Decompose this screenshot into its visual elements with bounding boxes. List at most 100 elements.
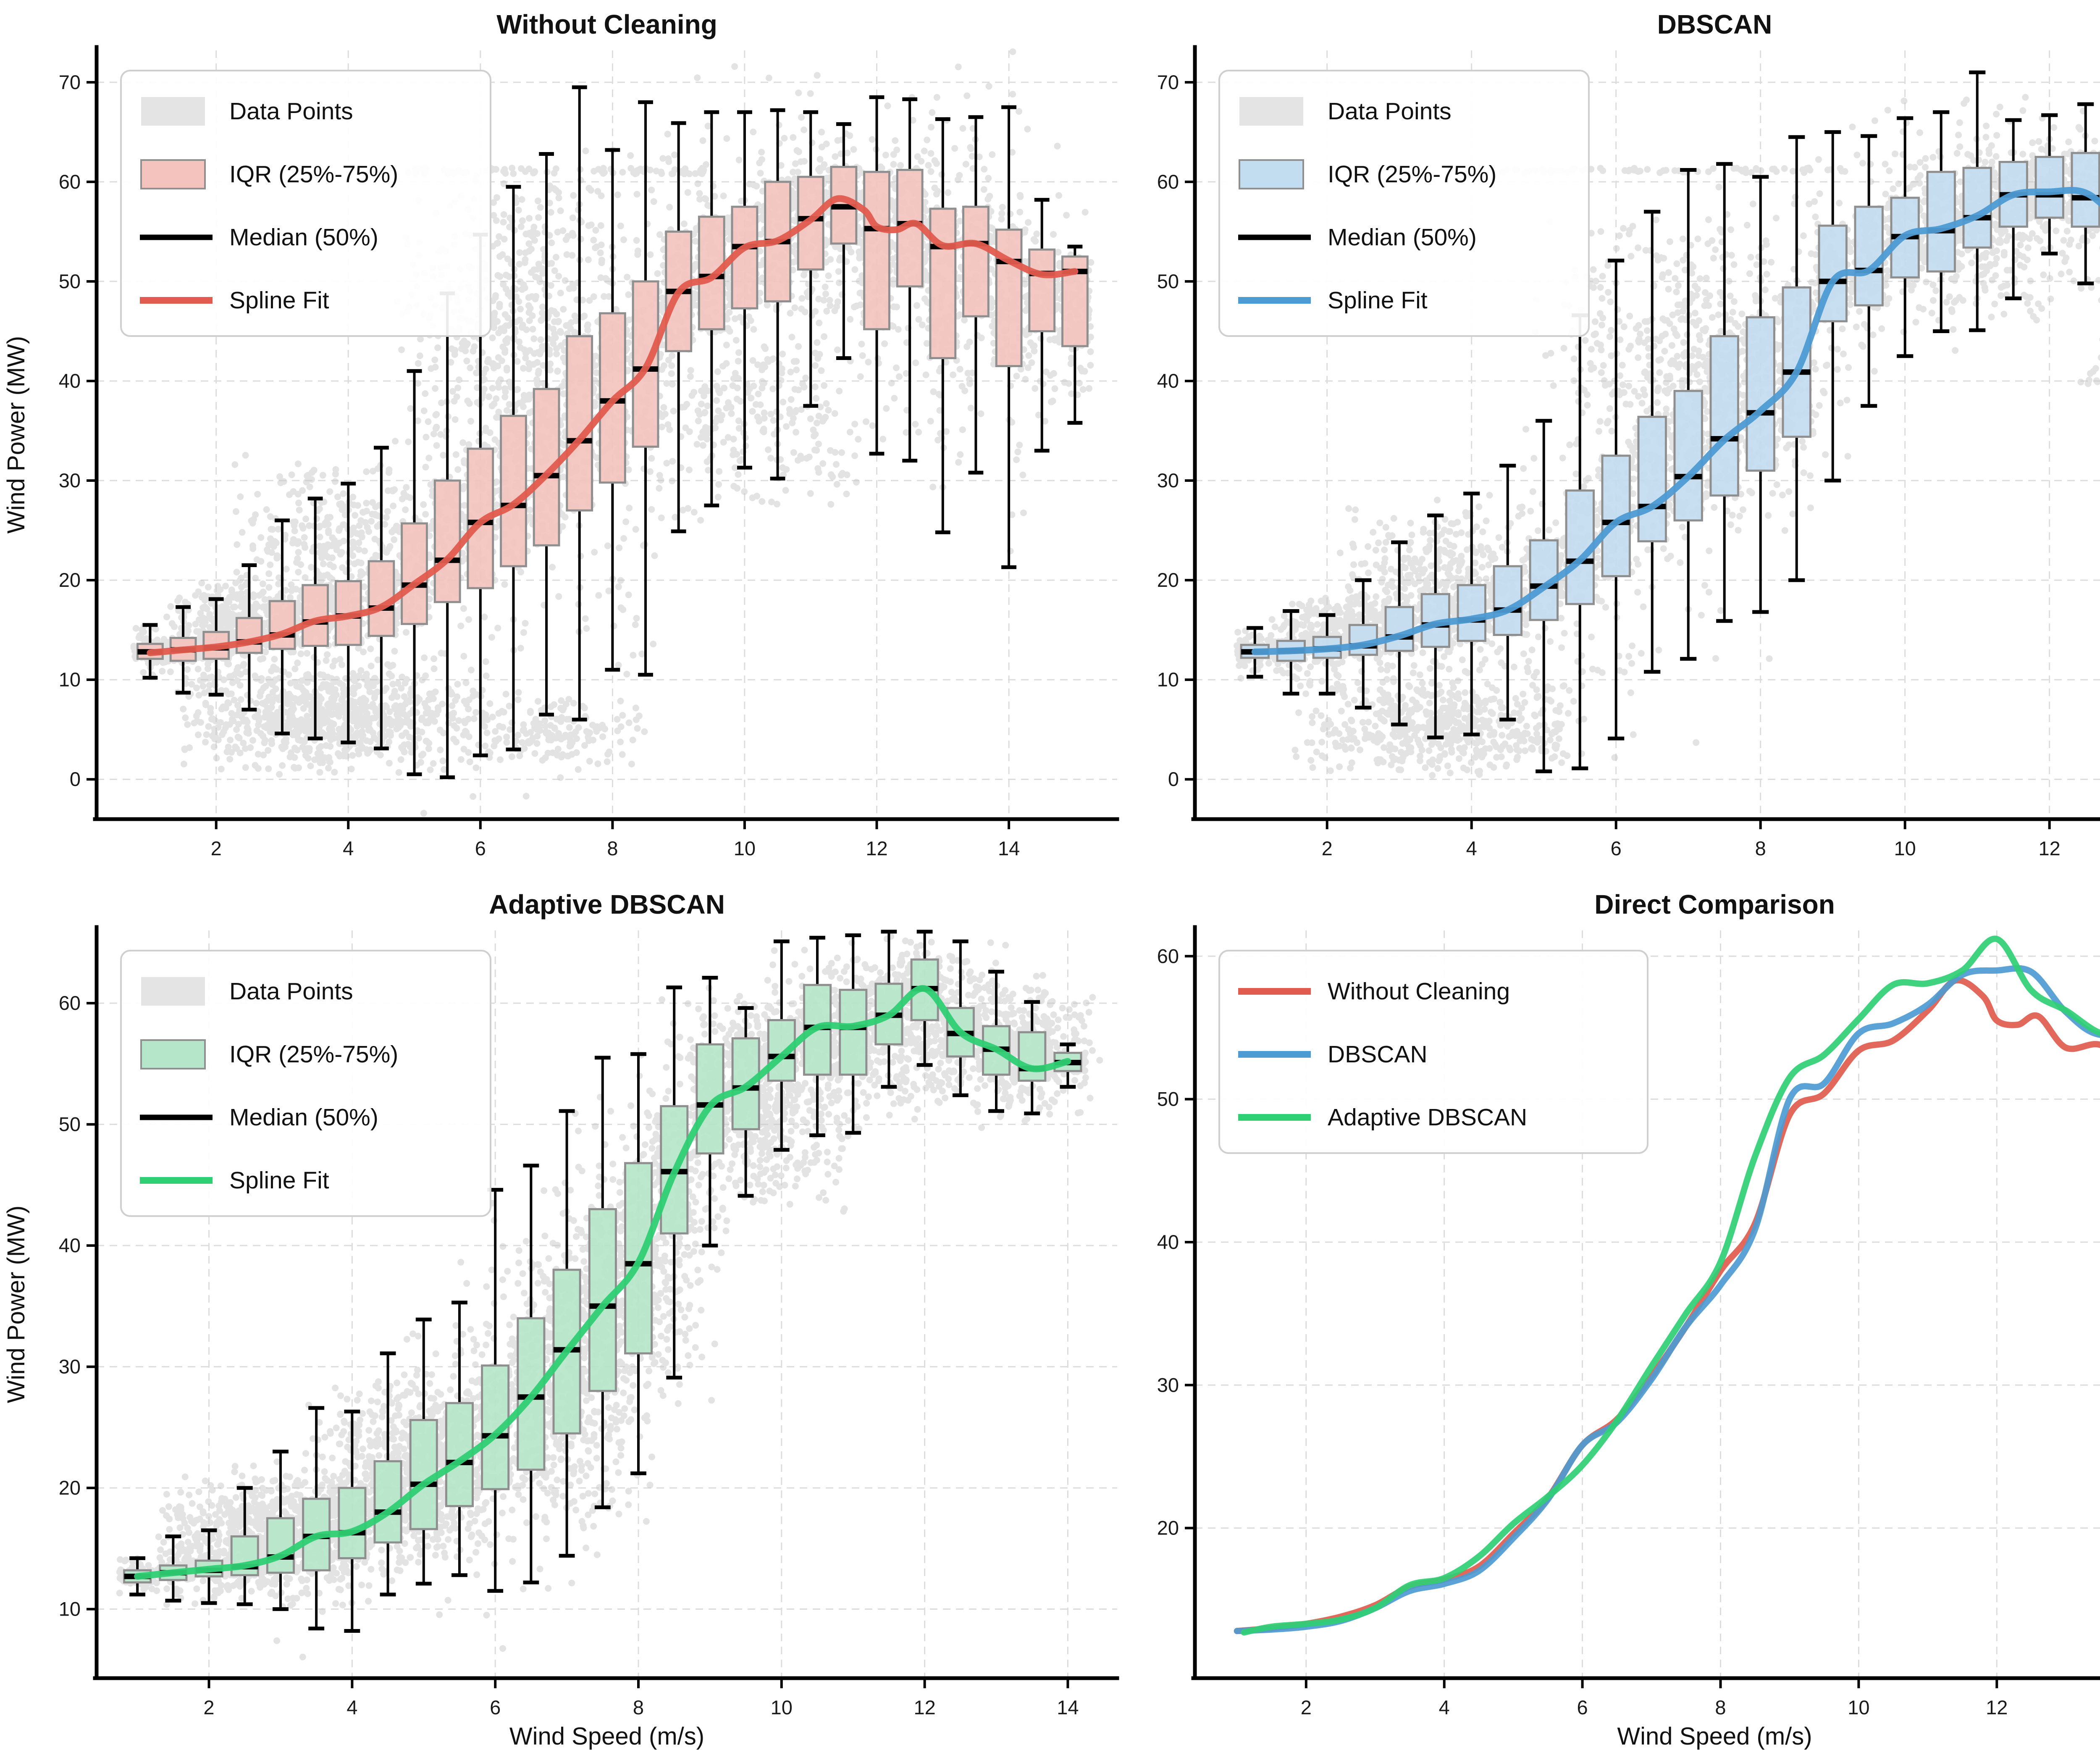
x-tick-label: 14 (1057, 1696, 1079, 1718)
subplot-without-cleaning: 2 4 6 8 10 12 14 0 10 20 30 40 50 60 70 Without Cleanin… (0, 0, 1127, 875)
iqr-swatch (1239, 159, 1304, 189)
y-tick-label: 20 (59, 1477, 81, 1499)
x-tick-label: 2 (1301, 1696, 1312, 1718)
spline-fit-line (147, 195, 1079, 657)
y-tick-label: 40 (1157, 370, 1179, 392)
whiskers (1247, 70, 2094, 773)
y-tick-label: 70 (1157, 71, 1179, 93)
legend-label: Spline Fit (1328, 287, 1428, 314)
y-tick-label: 10 (1157, 668, 1179, 691)
y-tick-label: 20 (1157, 569, 1179, 591)
y-tick-label: 70 (59, 71, 81, 93)
legend-label: Median (50%) (229, 224, 378, 251)
legend-label: Median (50%) (1328, 224, 1477, 251)
legend: Data Points IQR (25%-75%) Median (50%) Spli… (1218, 70, 1590, 337)
legend-label: IQR (25%-75%) (1328, 161, 1496, 188)
x-tick-label: 10 (1848, 1696, 1869, 1718)
x-tick-label: 6 (1611, 837, 1622, 859)
x-tick-label: 8 (1715, 1696, 1726, 1718)
x-tick-label: 12 (914, 1696, 935, 1718)
series-line-2 (1241, 935, 2100, 1636)
y-tick-label: 10 (59, 1598, 81, 1620)
legend-label: Without Cleaning (1328, 978, 1510, 1005)
legend-label: IQR (25%-75%) (229, 161, 398, 188)
x-tick-label: 4 (1466, 837, 1477, 859)
legend-label: IQR (25%-75%) (229, 1041, 398, 1068)
y-tick-label: 30 (1157, 469, 1179, 491)
y-tick-label: 60 (1157, 945, 1179, 967)
y-tick-label: 20 (1157, 1517, 1179, 1539)
y-tick-label: 40 (1157, 1231, 1179, 1253)
y-tick-label: 0 (1168, 768, 1179, 790)
x-tick-label: 2 (203, 1696, 214, 1718)
y-tick-label: 50 (1157, 270, 1179, 292)
y-tick-label: 40 (59, 1234, 81, 1256)
x-tick-label: 6 (490, 1696, 501, 1718)
series-line-1 (1234, 965, 2100, 1634)
spline-fit-line (134, 985, 1071, 1580)
x-tick-label: 12 (866, 837, 887, 859)
iqr-swatch (140, 1039, 206, 1069)
x-tick-label: 14 (998, 837, 1020, 859)
y-tick-label: 20 (59, 569, 81, 591)
y-tick-label: 50 (59, 1113, 81, 1135)
legend-label: Data Points (1328, 98, 1452, 125)
chart-adaptive-dbscan: 2 4 6 8 10 12 14 10 20 30 40 50 60 Adaptive DBSCAN Win… (3, 889, 1119, 1750)
chart-title: Adaptive DBSCAN (489, 889, 725, 920)
x-axis-label: Wind Speed (m/s) (509, 1723, 704, 1750)
data-points-swatch (141, 977, 205, 1006)
x-tick-label: 4 (1439, 1696, 1450, 1718)
legend: Data Points IQR (25%-75%) Median (50%) Spli… (120, 70, 491, 337)
y-tick-label: 10 (59, 668, 81, 691)
x-axis-label: Wind Speed (m/s) (1617, 1723, 1812, 1750)
y-tick-label: 60 (59, 171, 81, 193)
legend-label: Spline Fit (229, 1167, 329, 1194)
subplot-adaptive-dbscan: 2 4 6 8 10 12 14 10 20 30 40 50 60 Adaptive DBSCAN Win… (0, 875, 1127, 1750)
legend: Without Cleaning DBSCAN Adaptive DBSCAN (1218, 950, 1648, 1154)
axes: 2 4 6 8 10 12 14 10 20 30 40 50 60 (59, 925, 1119, 1718)
y-tick-label: 50 (1157, 1088, 1179, 1110)
subplot-direct-comparison: 24681012142030405060Direct ComparisonWin… (1127, 875, 2100, 1750)
y-tick-label: 30 (1157, 1374, 1179, 1396)
chart-dbscan: 2468101214010203040506070DBSCANData Poin… (1157, 9, 2100, 859)
chart-title: DBSCAN (1657, 9, 1772, 39)
y-tick-label: 40 (59, 370, 81, 392)
x-tick-label: 6 (1577, 1696, 1588, 1718)
x-tick-label: 8 (633, 1696, 644, 1718)
legend-label: Spline Fit (229, 287, 329, 314)
x-tick-label: 2 (1322, 837, 1333, 859)
y-tick-label: 60 (1157, 171, 1179, 193)
x-tick-label: 2 (211, 837, 222, 859)
legend-label: Data Points (229, 978, 353, 1005)
whiskers (142, 85, 1083, 779)
x-tick-label: 12 (2039, 837, 2061, 859)
x-tick-label: 10 (1894, 837, 1916, 859)
spline-fit-line (1251, 187, 2100, 655)
chart-title: Without Cleaning (496, 9, 717, 39)
y-tick-label: 30 (59, 1356, 81, 1378)
data-points-swatch (141, 97, 205, 126)
x-tick-label: 12 (1986, 1696, 2008, 1718)
subplot-dbscan: 2468101214010203040506070DBSCANData Poin… (1127, 0, 2100, 875)
chart-without-cleaning: 2 4 6 8 10 12 14 0 10 20 30 40 50 60 70 Without Cleanin… (3, 9, 1119, 859)
legend-label: Median (50%) (229, 1104, 378, 1131)
x-tick-label: 10 (771, 1696, 793, 1718)
y-tick-label: 0 (70, 768, 81, 790)
y-axis-label: Wind Power (MW) (3, 1206, 30, 1403)
legend: Data Points IQR (25%-75%) Median (50%) Spli… (120, 950, 491, 1217)
x-tick-label: 10 (734, 837, 756, 859)
legend-label: Data Points (229, 98, 353, 125)
whiskers (129, 930, 1076, 1633)
x-tick-label: 4 (346, 1696, 357, 1718)
y-tick-label: 50 (59, 270, 81, 292)
legend-label: DBSCAN (1328, 1041, 1428, 1068)
y-axis-label: Wind Power (MW) (3, 336, 30, 533)
x-tick-label: 8 (607, 837, 618, 859)
x-tick-label: 6 (475, 837, 486, 859)
data-points-swatch (1239, 97, 1303, 126)
x-tick-label: 8 (1755, 837, 1766, 859)
axes: 24681012142030405060 (1157, 925, 2100, 1718)
